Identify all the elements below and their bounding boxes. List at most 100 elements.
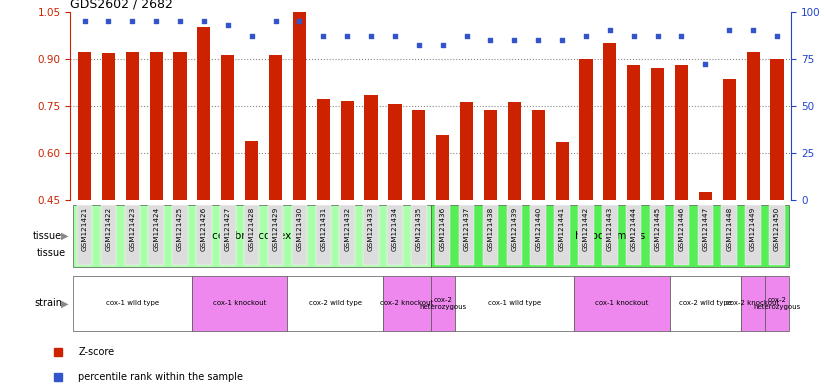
Bar — [340, 101, 354, 200]
Bar — [125, 205, 140, 265]
Bar — [771, 59, 784, 200]
Point — [723, 27, 736, 33]
Point — [460, 33, 473, 39]
Bar — [765, 276, 789, 331]
Text: cox-2 wild type: cox-2 wild type — [679, 300, 732, 306]
Point — [173, 18, 187, 24]
Bar — [292, 205, 307, 265]
Bar — [458, 205, 474, 265]
Text: GSM121444: GSM121444 — [631, 207, 637, 251]
Bar — [197, 27, 211, 200]
Text: tissue: tissue — [33, 231, 62, 241]
Point — [771, 33, 784, 39]
Bar — [192, 276, 287, 331]
Point — [316, 33, 330, 39]
Bar — [698, 205, 713, 265]
Bar — [221, 55, 235, 200]
Text: GSM121424: GSM121424 — [153, 207, 159, 251]
Text: cox-2
heterozygous: cox-2 heterozygous — [419, 297, 467, 310]
Text: cox-1 wild type: cox-1 wild type — [488, 300, 541, 306]
Point — [245, 33, 259, 39]
Text: GSM121446: GSM121446 — [678, 207, 685, 251]
Text: hippocampus: hippocampus — [575, 231, 645, 241]
Point — [340, 33, 354, 39]
Point — [150, 18, 163, 24]
Text: cox-2
heterozygous: cox-2 heterozygous — [753, 297, 800, 310]
Point — [126, 18, 139, 24]
Text: GSM121430: GSM121430 — [297, 207, 302, 251]
Point — [221, 22, 235, 28]
Bar — [436, 136, 449, 200]
Bar — [769, 205, 785, 265]
Bar — [723, 79, 736, 200]
Bar — [149, 205, 164, 265]
Bar — [364, 94, 377, 200]
Point — [293, 18, 306, 24]
Text: cox-1 wild type: cox-1 wild type — [106, 300, 159, 306]
Point — [484, 37, 497, 43]
Text: GSM121427: GSM121427 — [225, 207, 230, 251]
Bar — [269, 55, 282, 200]
Bar — [430, 276, 454, 331]
Text: GSM121436: GSM121436 — [439, 207, 446, 251]
Text: GSM121421: GSM121421 — [82, 207, 88, 251]
Text: GSM121434: GSM121434 — [392, 207, 398, 251]
Bar — [674, 205, 689, 265]
Text: cox-1 knockout: cox-1 knockout — [213, 300, 267, 306]
Text: GSM121422: GSM121422 — [106, 207, 112, 251]
Bar — [430, 205, 789, 267]
Bar — [126, 52, 139, 200]
Bar — [556, 142, 568, 200]
Point — [102, 18, 115, 24]
Point — [269, 18, 282, 24]
Text: cox-2 wild type: cox-2 wild type — [309, 300, 362, 306]
Bar — [268, 205, 283, 265]
Bar — [73, 205, 431, 267]
Bar — [411, 205, 426, 265]
Bar — [699, 192, 712, 200]
Text: percentile rank within the sample: percentile rank within the sample — [78, 371, 244, 382]
Text: GSM121431: GSM121431 — [320, 207, 326, 251]
Bar — [245, 141, 259, 200]
Bar — [579, 59, 592, 200]
Bar — [363, 205, 379, 265]
Point — [388, 33, 401, 39]
Bar — [293, 12, 306, 200]
Text: GSM121440: GSM121440 — [535, 207, 541, 251]
Bar — [670, 276, 741, 331]
Bar — [454, 276, 574, 331]
Text: cerebral cortex: cerebral cortex — [212, 231, 292, 241]
Bar — [651, 68, 664, 200]
Text: ▶: ▶ — [61, 298, 69, 308]
Bar — [530, 205, 546, 265]
Bar — [602, 205, 618, 265]
Text: GSM121449: GSM121449 — [750, 207, 756, 251]
Bar — [244, 205, 259, 265]
Text: GSM121447: GSM121447 — [702, 207, 709, 251]
Point — [364, 33, 377, 39]
Text: GSM121426: GSM121426 — [201, 207, 207, 251]
Bar — [150, 52, 163, 200]
Bar — [102, 53, 115, 200]
Text: GSM121433: GSM121433 — [368, 207, 374, 251]
Bar — [196, 205, 211, 265]
Bar — [435, 205, 450, 265]
Bar — [101, 205, 116, 265]
Bar — [650, 205, 666, 265]
Bar — [387, 205, 403, 265]
Bar — [554, 205, 570, 265]
Text: GSM121432: GSM121432 — [344, 207, 350, 251]
Bar — [220, 205, 235, 265]
Bar — [626, 205, 642, 265]
Text: GSM121438: GSM121438 — [487, 207, 493, 251]
Point — [651, 33, 664, 39]
Text: GSM121423: GSM121423 — [130, 207, 135, 251]
Text: ▶: ▶ — [61, 231, 69, 241]
Text: GSM121425: GSM121425 — [177, 207, 183, 251]
Bar — [721, 205, 737, 265]
Point — [532, 37, 545, 43]
Text: GDS2602 / 2682: GDS2602 / 2682 — [70, 0, 173, 10]
Text: GSM121450: GSM121450 — [774, 207, 780, 251]
Bar — [383, 276, 430, 331]
Text: GSM121445: GSM121445 — [654, 207, 661, 251]
